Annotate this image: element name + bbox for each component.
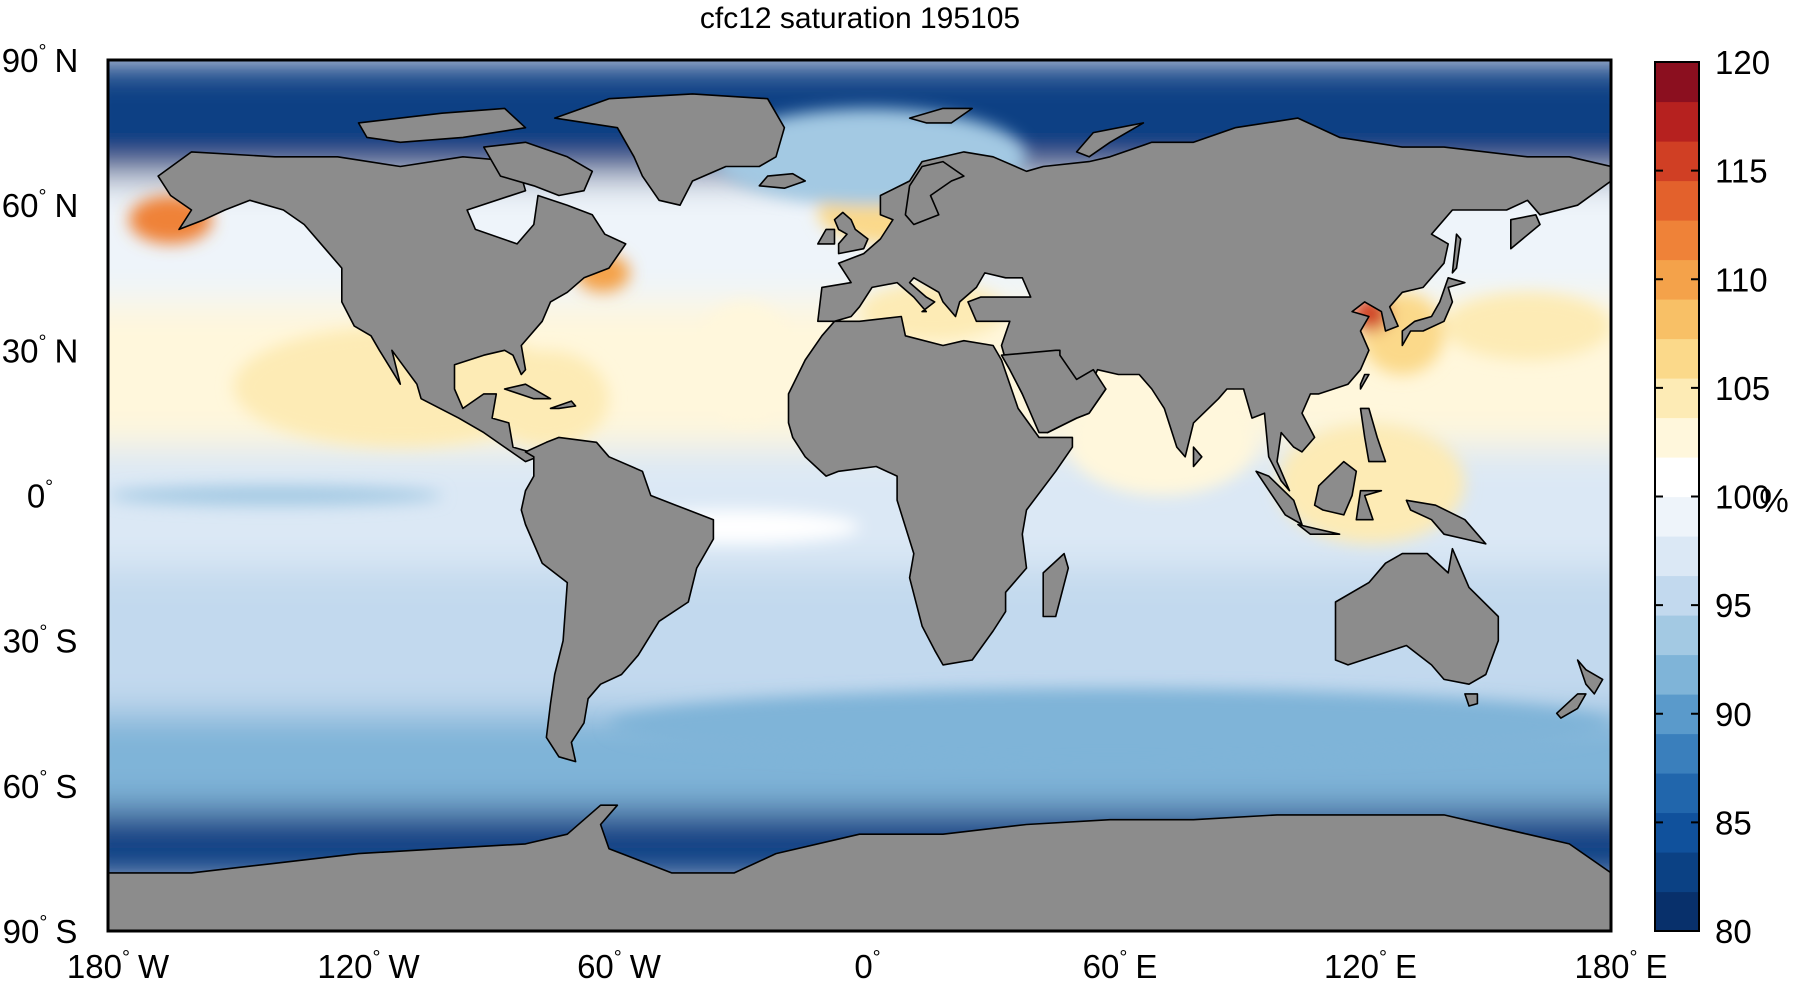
ocean-region [692, 301, 797, 423]
colorbar-tick-label: 105 [1715, 370, 1770, 407]
land-masses [108, 93, 1611, 931]
colorbar-step [1655, 891, 1699, 932]
land-ireland [817, 228, 836, 245]
colorbar-step [1655, 575, 1699, 616]
ocean-region [108, 485, 442, 506]
land-philippines [1359, 407, 1387, 463]
colorbar-tick-label: 90 [1715, 696, 1752, 733]
land-java [1297, 523, 1341, 535]
chart-title: cfc12 saturation 195105 [700, 2, 1020, 35]
longitude-tick-label: 180° E [1574, 947, 1667, 984]
land-taiwan [1359, 373, 1370, 390]
colorbar-step [1655, 417, 1699, 458]
land-eurasia [817, 117, 1611, 492]
latitude-tick-label: 0° [27, 477, 53, 515]
ocean-region [609, 689, 1611, 762]
colorbar-step [1655, 654, 1699, 695]
land-japan [1401, 277, 1466, 347]
land-madagascar [1042, 552, 1070, 618]
colorbar-step [1655, 773, 1699, 814]
longitude-tick-label: 60° W [577, 947, 662, 984]
longitude-tick-label: 0° [854, 947, 880, 984]
latitude-tick-label: 60° S [3, 767, 78, 805]
longitude-tick-label: 120° W [317, 947, 420, 984]
latitude-tick-labels: 90° N 60° N 30° N 0° 30° S 60° S 90° S [2, 41, 79, 950]
land-new-guinea [1405, 499, 1487, 545]
land-borneo [1313, 460, 1358, 516]
colorbar-step [1655, 615, 1699, 656]
colorbar-unit: % [1759, 482, 1788, 519]
colorbar-tick-label: 80 [1715, 913, 1752, 950]
colorbar-step [1655, 101, 1699, 142]
map-area [108, 60, 1611, 931]
colorbar-tick-labels: 80 85 90 95 100 105 110 115 120 [1655, 44, 1770, 950]
latitude-tick-label: 90° N [2, 41, 79, 79]
land-north-america [157, 151, 627, 463]
ocean-region [1068, 389, 1257, 496]
land-sulawesi [1355, 489, 1383, 521]
longitude-tick-label: 120° E [1324, 947, 1417, 984]
land-antarctica [108, 804, 1611, 931]
colorbar-tick-label: 95 [1715, 587, 1752, 624]
land-sakhalin [1451, 233, 1462, 274]
land-kamchatka [1510, 214, 1541, 250]
land-scandinavia-sweden [904, 160, 965, 226]
land-great-britain [833, 211, 869, 255]
land-arctic-islands [357, 107, 527, 144]
colorbar-tick-label: 85 [1715, 804, 1752, 841]
latitude-tick-label: 60° N [2, 186, 79, 224]
colorbar-tick-label: 100 [1715, 479, 1770, 516]
colorbar-step [1655, 141, 1699, 182]
longitude-tick-label: 60° E [1083, 947, 1158, 984]
colorbar-step [1655, 496, 1699, 537]
land-iceland [758, 172, 806, 189]
land-svalbard [908, 107, 973, 124]
longitude-tick-labels: 180° W 120° W 60° W 0° 60° E 120° E 180° E [67, 947, 1668, 984]
latitude-tick-label: 90° S [3, 912, 78, 950]
colorbar-step [1655, 62, 1699, 103]
colorbar-step [1655, 536, 1699, 577]
map-frame [106, 58, 1613, 933]
colorbar-scale [1655, 62, 1699, 932]
colorbar-step [1655, 852, 1699, 893]
land-hispaniola [549, 400, 577, 410]
colorbar-tick-label: 110 [1715, 261, 1768, 298]
land-australia [1334, 547, 1500, 685]
land-south-america [520, 436, 715, 763]
land-sumatra [1255, 470, 1303, 526]
colorbar-step [1655, 378, 1699, 419]
latitude-tick-label: 30° S [3, 622, 78, 660]
land-tasmania [1464, 693, 1479, 707]
land-new-zealand-north [1576, 659, 1604, 695]
colorbar-step [1655, 180, 1699, 221]
colorbar-tick-label: 115 [1715, 153, 1768, 190]
land-novaya-zemlya [1075, 122, 1145, 158]
colorbar-step [1655, 457, 1699, 498]
colorbar-tick-label: 120 [1715, 44, 1770, 81]
colorbar-step [1655, 220, 1699, 261]
land-baffin-island [483, 141, 594, 197]
land-sri-lanka [1192, 446, 1203, 468]
colorbar-step [1655, 733, 1699, 774]
colorbar-step [1655, 299, 1699, 340]
latitude-tick-label: 30° N [2, 331, 79, 369]
land-arabia-sinai [1000, 349, 1107, 434]
land-cuba [503, 383, 552, 400]
land-africa [787, 315, 1074, 666]
land-greenland [553, 93, 786, 206]
ocean-region [1444, 292, 1611, 361]
colorbar-step [1655, 812, 1699, 853]
colorbar-step [1655, 338, 1699, 379]
longitude-tick-label: 180° W [67, 947, 170, 984]
land-new-zealand-south [1555, 693, 1587, 719]
colorbar: 80 85 90 95 100 105 110 115 120 % [1654, 44, 1789, 950]
